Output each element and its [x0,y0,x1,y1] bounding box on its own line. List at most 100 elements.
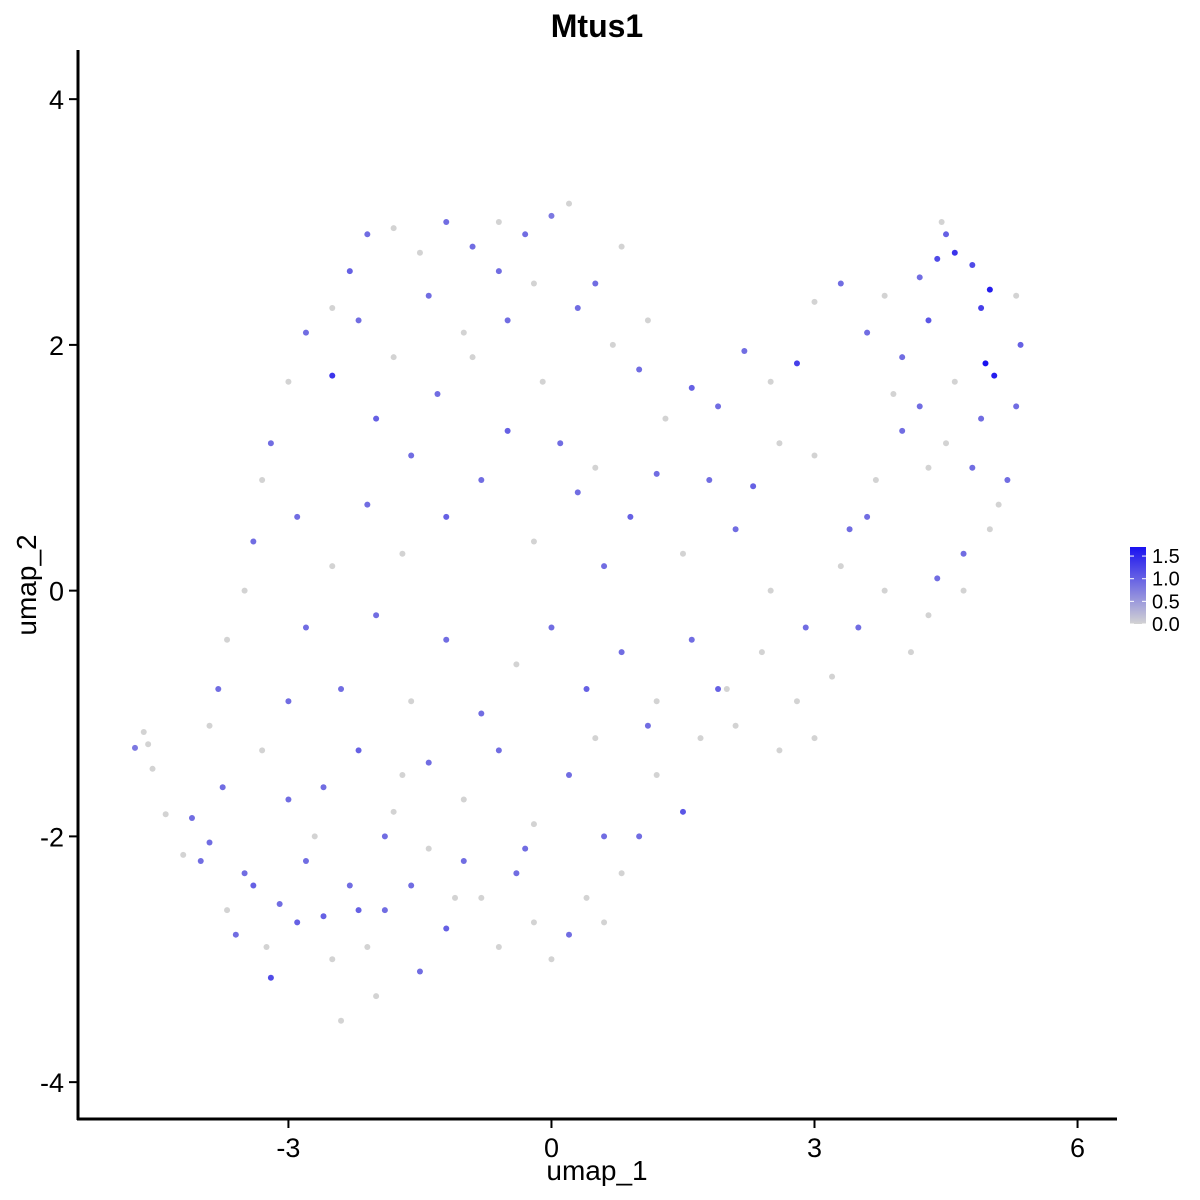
data-point [662,415,669,422]
data-point [881,292,888,299]
data-point [618,649,625,656]
data-point [969,464,976,471]
data-point [381,907,388,914]
legend-tick-label: 1.5 [1152,546,1180,568]
data-point [522,845,529,852]
data-point [951,249,958,256]
data-point [355,907,362,914]
data-point [460,796,467,803]
data-point [329,956,336,963]
data-point [837,280,844,287]
data-point [285,698,292,705]
data-point [294,513,301,520]
data-point [592,735,599,742]
data-point [723,685,730,692]
data-point [548,624,555,631]
data-point [750,483,757,490]
data-point [188,814,195,821]
data-point [460,857,467,864]
data-point [1017,341,1024,348]
legend-tick-label: 0.5 [1152,591,1180,613]
y-tick-label: -2 [40,822,64,852]
data-point [513,870,520,877]
data-point [425,845,432,852]
data-point [548,212,555,219]
y-tick-label: 4 [49,85,64,115]
data-point [982,360,989,367]
data-point [285,378,292,385]
data-point [636,833,643,840]
data-point [618,243,625,250]
data-point [197,857,204,864]
data-point [574,305,581,312]
data-point [758,649,765,656]
data-point [609,341,616,348]
data-point [180,851,187,858]
data-point [1013,403,1020,410]
data-point [530,280,537,287]
data-point [995,501,1002,508]
data-point [618,870,625,877]
data-point [241,587,248,594]
legend-tick-label: 1.0 [1152,569,1180,591]
data-point [978,305,985,312]
data-point [495,268,502,275]
x-tick-label: -3 [276,1133,300,1163]
data-point [338,1017,345,1024]
data-point [399,771,406,778]
data-point [215,685,222,692]
data-point [416,968,423,975]
y-axis-ticks: -4 -2 0 2 4 [40,85,78,1098]
data-point [302,857,309,864]
data-point [390,225,397,232]
data-point [732,526,739,533]
data-point [539,378,546,385]
data-point [250,882,257,889]
data-point [793,698,800,705]
data-point [302,624,309,631]
data-point [899,427,906,434]
data-point [601,919,608,926]
data-point [566,200,573,207]
data-point [224,636,231,643]
data-point [469,354,476,361]
data-point [364,231,371,238]
data-point [381,833,388,840]
data-point [416,249,423,256]
data-point [443,636,450,643]
data-point [951,378,958,385]
x-tick-label: 0 [544,1133,559,1163]
data-point [495,943,502,950]
data-point [943,231,950,238]
data-point [530,821,537,828]
data-point [443,925,450,932]
data-point [566,931,573,938]
data-point [899,354,906,361]
data-point [408,698,415,705]
data-point [434,391,441,398]
scatter-points [131,200,1024,1024]
data-point [408,882,415,889]
data-point [767,587,774,594]
data-point [653,470,660,477]
data-point [706,477,713,484]
data-point [329,563,336,570]
data-point [566,771,573,778]
data-point [302,329,309,336]
data-point [530,919,537,926]
data-point [443,513,450,520]
data-point [592,280,599,287]
data-point [644,722,651,729]
data-point [443,219,450,226]
data-point [452,894,459,901]
data-point [601,833,608,840]
data-point [346,882,353,889]
data-point [364,943,371,950]
data-point [320,913,327,920]
data-point [627,513,634,520]
data-point [793,360,800,367]
data-point [140,728,147,735]
colorbar-ticks: 1.51.00.50.0 [1130,546,1180,636]
data-point [276,900,283,907]
data-point [715,685,722,692]
